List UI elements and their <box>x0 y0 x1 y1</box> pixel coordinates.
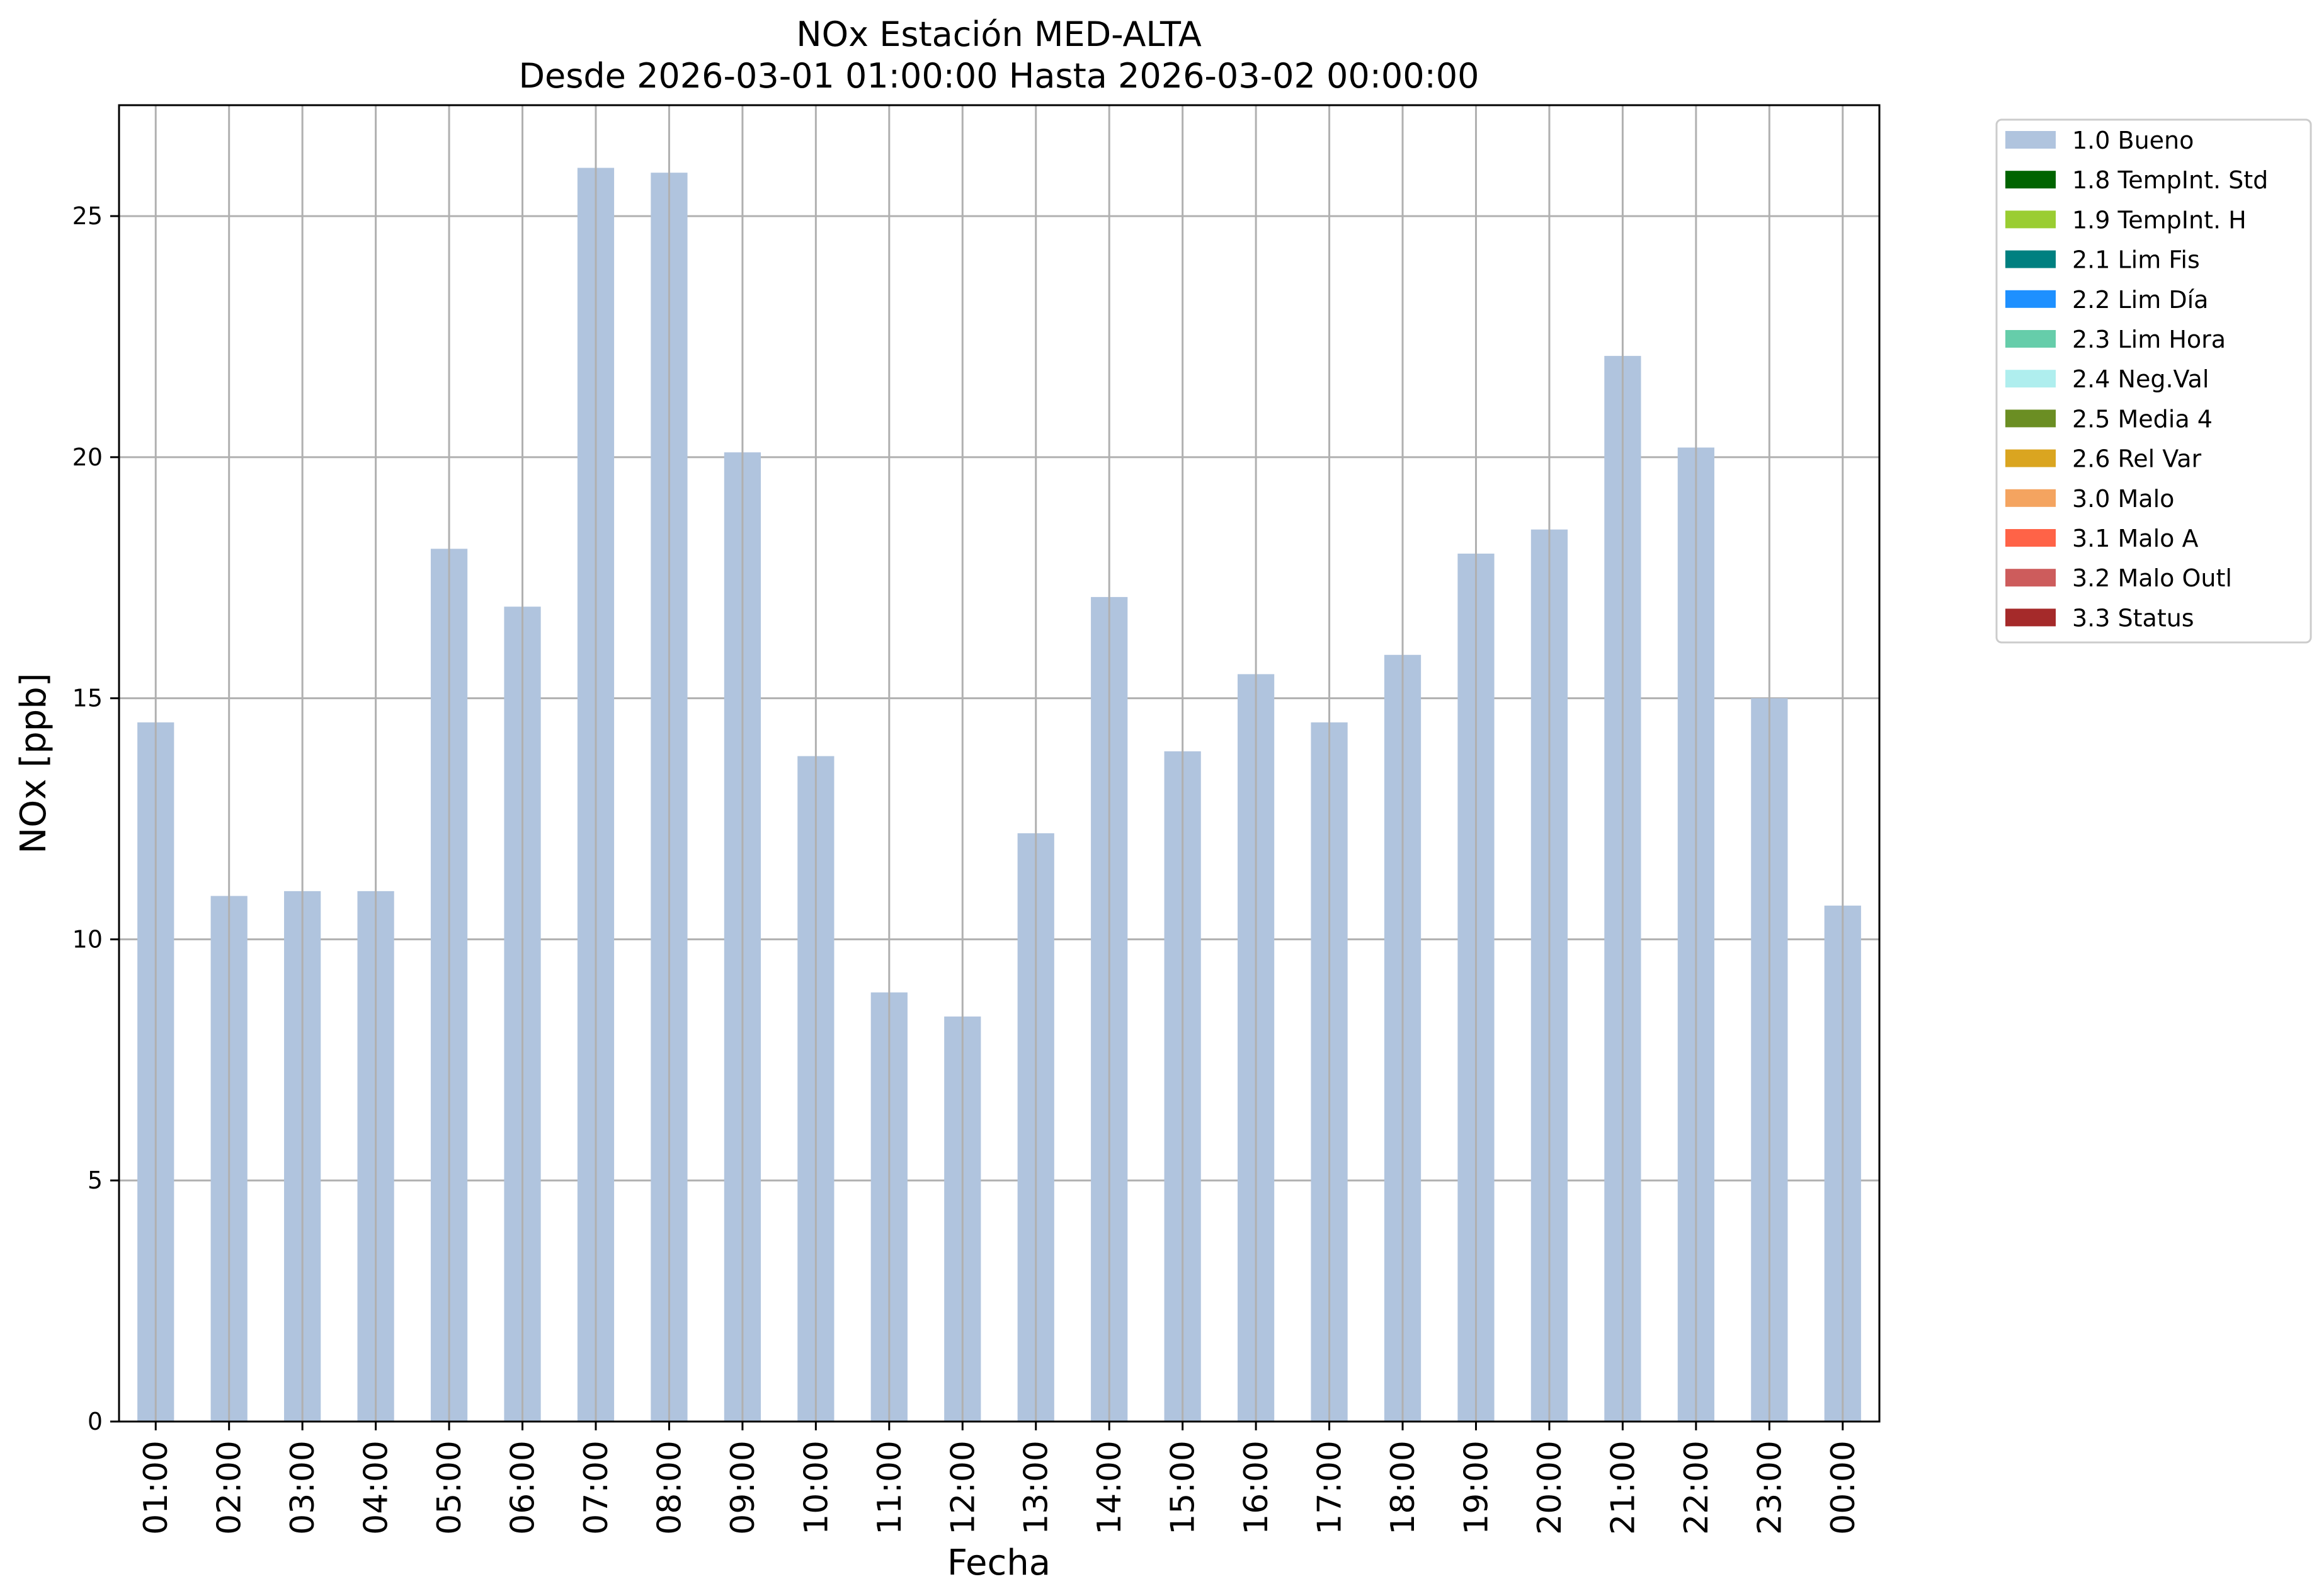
x-tick-label: 02:00 <box>211 1440 249 1535</box>
x-tick-label: 07:00 <box>578 1440 615 1535</box>
chart-subtitle: Desde 2026-03-01 01:00:00 Hasta 2026-03-… <box>518 56 1479 96</box>
x-tick-label: 16:00 <box>1238 1440 1275 1535</box>
legend-entry: 3.1 Malo A <box>2072 525 2198 552</box>
x-tick-label: 09:00 <box>724 1440 762 1535</box>
x-axis-label: Fecha <box>947 1542 1051 1583</box>
legend-swatch <box>2005 250 2056 268</box>
legend-swatch <box>2005 569 2056 587</box>
y-tick-label: 10 <box>72 925 103 953</box>
legend-swatch <box>2005 210 2056 229</box>
legend-swatch <box>2005 131 2056 149</box>
x-tick-label: 01:00 <box>137 1440 175 1535</box>
x-tick-label: 21:00 <box>1604 1440 1642 1535</box>
legend-entry: 2.1 Lim Fis <box>2072 246 2200 274</box>
x-tick-label: 03:00 <box>284 1440 322 1535</box>
x-tick-label: 14:00 <box>1091 1440 1129 1535</box>
legend-swatch <box>2005 449 2056 467</box>
legend-entry: 2.5 Media 4 <box>2072 405 2213 433</box>
plot-area-frame <box>118 104 1881 1423</box>
x-tick-label: 15:00 <box>1165 1440 1202 1535</box>
vertical-grid <box>154 105 1844 1422</box>
y-tick-label: 15 <box>72 685 103 712</box>
x-tick-label: 18:00 <box>1384 1440 1422 1535</box>
y-tick-label: 0 <box>88 1408 103 1435</box>
legend-entry: 1.0 Bueno <box>2072 127 2194 154</box>
x-tick-label: 20:00 <box>1531 1440 1569 1535</box>
y-axis-ticks: 0 5 10 15 20 25 <box>72 202 119 1435</box>
legend-entry: 1.9 TempInt. H <box>2072 206 2247 234</box>
legend-swatch <box>2005 529 2056 547</box>
legend-swatch <box>2005 330 2056 348</box>
legend-swatch <box>2005 171 2056 189</box>
legend: 1.0 Bueno 1.8 TempInt. Std 1.9 TempInt. H 2… <box>1995 118 2312 644</box>
legend-swatch <box>2005 489 2056 507</box>
x-tick-label: 19:00 <box>1457 1440 1495 1535</box>
y-axis-label: NOx [ppb] <box>13 673 54 853</box>
chart-title: NOx Estación MED-ALTA <box>796 14 1202 54</box>
x-tick-label: 11:00 <box>871 1440 909 1535</box>
x-tick-label: 10:00 <box>797 1440 835 1535</box>
legend-swatch <box>2005 409 2056 428</box>
x-tick-label: 08:00 <box>651 1440 688 1535</box>
legend-entry: 3.2 Malo Outl <box>2072 564 2232 592</box>
x-tick-label: 17:00 <box>1311 1440 1349 1535</box>
y-tick-label: 5 <box>88 1166 103 1194</box>
x-tick-label: 00:00 <box>1825 1440 1862 1535</box>
legend-swatch <box>2005 290 2056 308</box>
x-tick-label: 06:00 <box>504 1440 542 1535</box>
y-tick-label: 25 <box>72 202 103 230</box>
legend-box <box>1995 118 2312 644</box>
legend-entry: 2.4 Neg.Val <box>2072 365 2209 393</box>
bars <box>137 168 1861 1422</box>
legend-entry: 1.8 TempInt. Std <box>2072 166 2268 194</box>
x-tick-label: 13:00 <box>1018 1440 1056 1535</box>
legend-swatch <box>2005 370 2056 388</box>
x-axis-ticks: 01:00 02:00 03:00 04:00 05:00 06:00 07:00 08:00… <box>137 1422 1862 1535</box>
legend-swatch <box>2005 608 2056 627</box>
y-tick-label: 20 <box>72 443 103 471</box>
x-tick-label: 04:00 <box>358 1440 396 1535</box>
x-tick-label: 23:00 <box>1751 1440 1789 1535</box>
x-tick-label: 05:00 <box>431 1440 469 1535</box>
legend-entry: 3.3 Status <box>2072 604 2194 632</box>
x-tick-label: 12:00 <box>944 1440 982 1535</box>
legend-entry: 3.0 Malo <box>2072 485 2174 513</box>
x-tick-label: 22:00 <box>1678 1440 1716 1535</box>
legend-entry: 2.2 Lim Día <box>2072 286 2208 314</box>
legend-entry: 2.6 Rel Var <box>2072 445 2202 473</box>
legend-entry: 2.3 Lim Hora <box>2072 326 2226 353</box>
